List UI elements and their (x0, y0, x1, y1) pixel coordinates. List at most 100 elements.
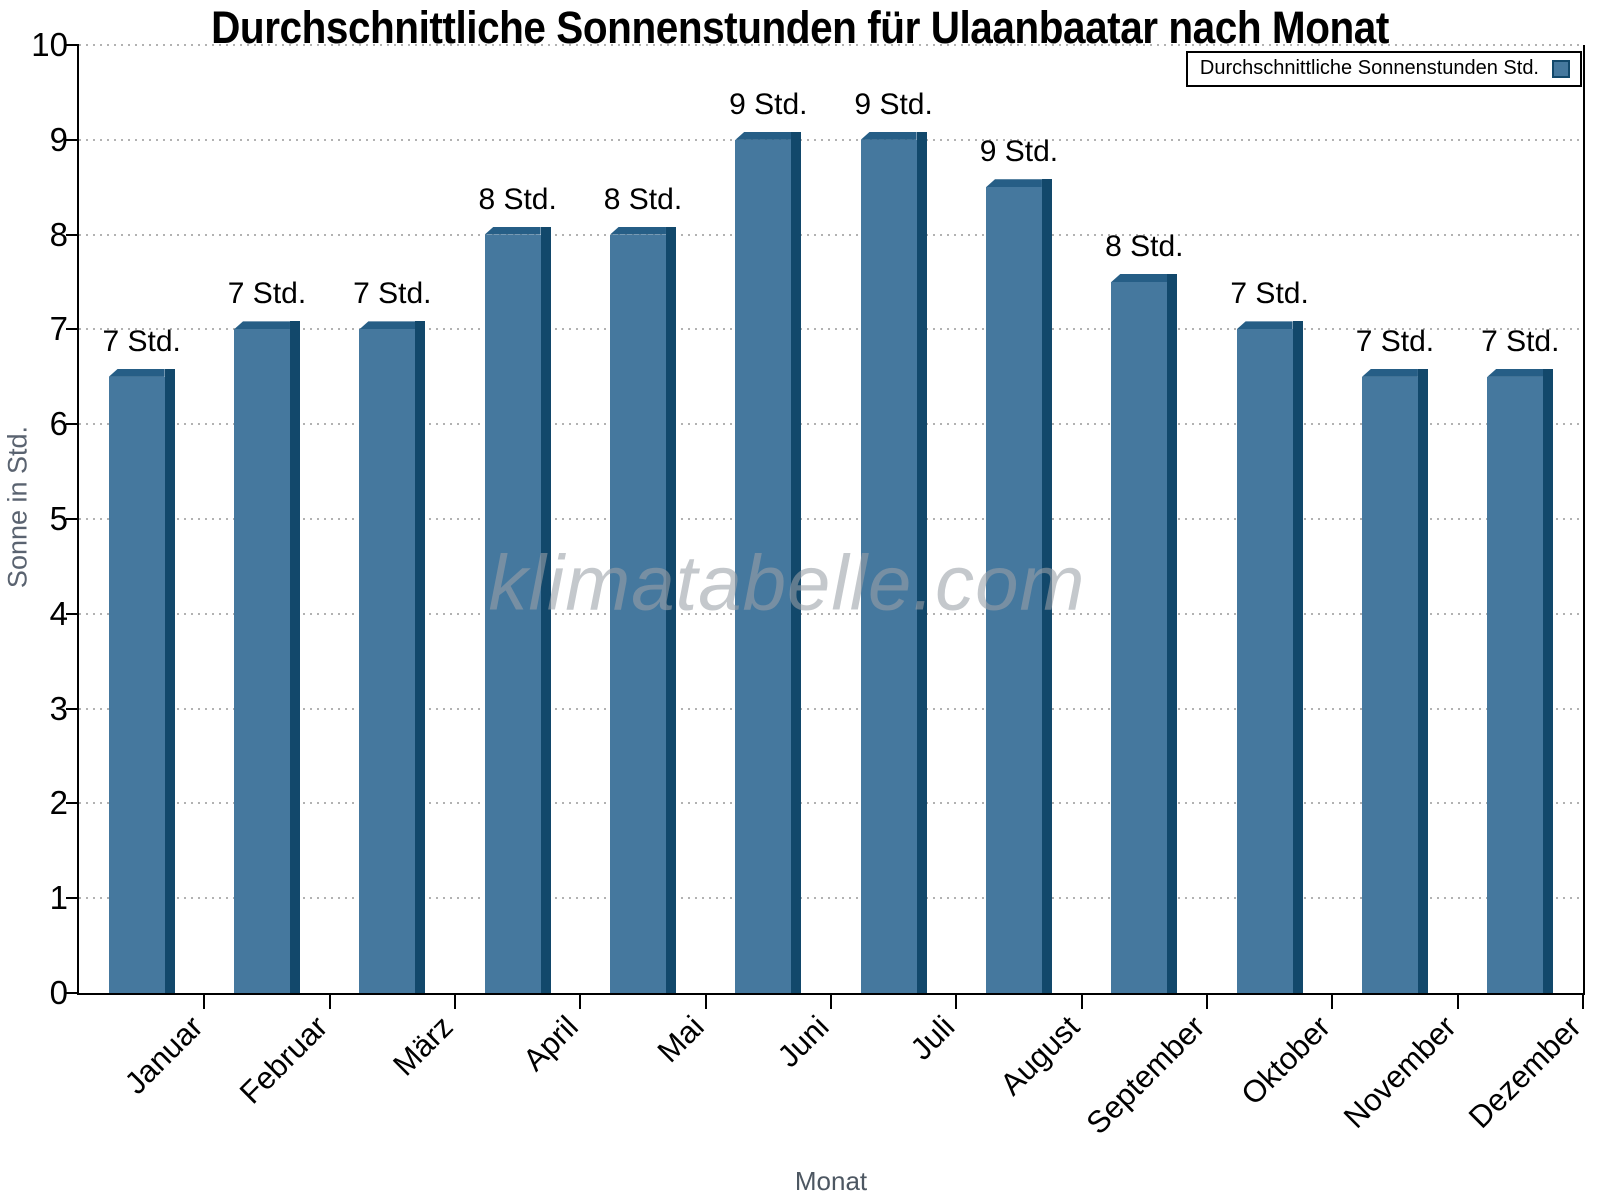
y-axis-tick (66, 423, 79, 426)
bar-slots: 7 Std. Januar 7 Std. Februar 7 Std. März 8 Std… (79, 45, 1587, 1141)
y-tick-label: 10 (31, 26, 68, 63)
y-tick-label: 0 (49, 974, 68, 1011)
bar-value-label: 7 Std. (1355, 324, 1435, 358)
bar-front-face (233, 329, 290, 993)
x-tick-label: September (1079, 1009, 1212, 1141)
y-axis-tick (66, 138, 79, 141)
bar-side-face (1167, 274, 1178, 993)
x-axis-tick (1080, 994, 1083, 1009)
x-tick-label: Januar (117, 1009, 210, 1101)
category-slot: 7 Std. Januar (79, 45, 209, 1101)
bar-value-label: 8 Std. (603, 182, 683, 216)
y-axis-tick (66, 518, 79, 520)
y-axis-tick (66, 44, 79, 46)
category-slot: 9 Std. Juli (831, 45, 961, 1067)
bar-value-label: 7 Std. (353, 277, 432, 311)
bar (985, 179, 1052, 993)
y-axis-tick (66, 992, 79, 994)
bar (609, 226, 676, 993)
bar-side-face (1417, 368, 1428, 993)
gridline (79, 44, 1583, 46)
category-slot: 8 Std. September (1080, 45, 1212, 1141)
gridline (79, 233, 1583, 236)
x-tick-label: Dezember (1461, 1009, 1588, 1135)
bar (108, 368, 175, 993)
bar-top-face (985, 179, 1042, 188)
bar-front-face (1236, 329, 1293, 993)
bar-top-face (1487, 368, 1544, 377)
bar-top-face (1111, 274, 1168, 282)
category-slot: 7 Std. November (1332, 45, 1462, 1135)
bar (735, 131, 802, 993)
bar-front-face (108, 376, 165, 993)
bar-value-label: 9 Std. (979, 135, 1059, 169)
bar-side-face (916, 131, 927, 993)
bar-value-label: 7 Std. (227, 277, 307, 311)
x-axis-tick (453, 994, 456, 1009)
x-tick-label: Oktober (1234, 1009, 1338, 1112)
bar (359, 321, 426, 993)
y-tick-label: 8 (49, 215, 68, 253)
bar-top-face (1236, 321, 1293, 330)
y-axis-tick (66, 802, 79, 805)
category-slot: 7 Std. Oktober (1207, 45, 1337, 1111)
bar-front-face (1487, 376, 1544, 993)
category-slot: 7 Std. Februar (204, 45, 335, 1110)
bar-top-face (609, 226, 666, 235)
bar (1236, 321, 1303, 993)
bar-side-face (665, 226, 676, 993)
y-axis-tick (66, 612, 79, 615)
x-axis-tick (203, 994, 206, 1009)
bar-front-face (484, 234, 541, 993)
y-tick-label: 9 (49, 120, 68, 158)
gridline (79, 518, 1583, 520)
category-slot: 8 Std. April (455, 45, 585, 1078)
bar-value-label: 7 Std. (102, 324, 181, 358)
x-axis-tick (579, 994, 582, 1009)
bar-front-face (1111, 282, 1168, 993)
bar-side-face (1543, 368, 1554, 993)
bar-side-face (540, 226, 551, 993)
y-axis-tick (66, 897, 79, 900)
bar (1361, 368, 1428, 993)
x-axis-tick (829, 994, 832, 1009)
category-slot: 8 Std. Mai (580, 45, 711, 1069)
gridline (79, 612, 1583, 615)
bar-side-face (1041, 179, 1052, 993)
gridline (79, 138, 1583, 141)
bar-side-face (164, 368, 175, 993)
bar-value-label: 8 Std. (1105, 230, 1184, 263)
gridline (79, 423, 1583, 426)
gridline (79, 328, 1583, 331)
bar-top-face (484, 226, 541, 235)
bar-side-face (791, 131, 802, 993)
x-axis-tick (328, 994, 331, 1009)
x-tick-label: März (386, 1009, 460, 1083)
bar-front-face (359, 329, 416, 993)
bar (1111, 274, 1178, 993)
legend-swatch (1552, 59, 1570, 78)
bar-front-face (985, 187, 1042, 993)
gridline (79, 802, 1583, 805)
y-axis-tick (66, 328, 79, 331)
x-axis-tick (955, 994, 958, 1009)
y-tick-label: 2 (49, 784, 68, 822)
y-tick-label: 6 (49, 405, 68, 443)
x-axis-tick (1456, 994, 1459, 1009)
bar-side-face (1292, 321, 1303, 993)
bar (860, 131, 927, 993)
x-tick-label: April (516, 1009, 586, 1078)
x-tick-label: Juni (770, 1009, 836, 1074)
x-axis-title: Monat (794, 1166, 868, 1196)
y-tick-label: 1 (49, 879, 68, 917)
x-axis-tick (704, 994, 707, 1009)
y-tick-label: 4 (49, 594, 68, 632)
y-tick-label: 7 (49, 310, 68, 348)
gridline (79, 897, 1583, 900)
x-tick-label: August (993, 1009, 1087, 1102)
bar-top-face (1361, 368, 1418, 377)
y-tick-label: 3 (49, 689, 68, 727)
bar-top-face (108, 368, 165, 377)
bar-top-face (735, 131, 792, 140)
bar-front-face (860, 139, 917, 993)
